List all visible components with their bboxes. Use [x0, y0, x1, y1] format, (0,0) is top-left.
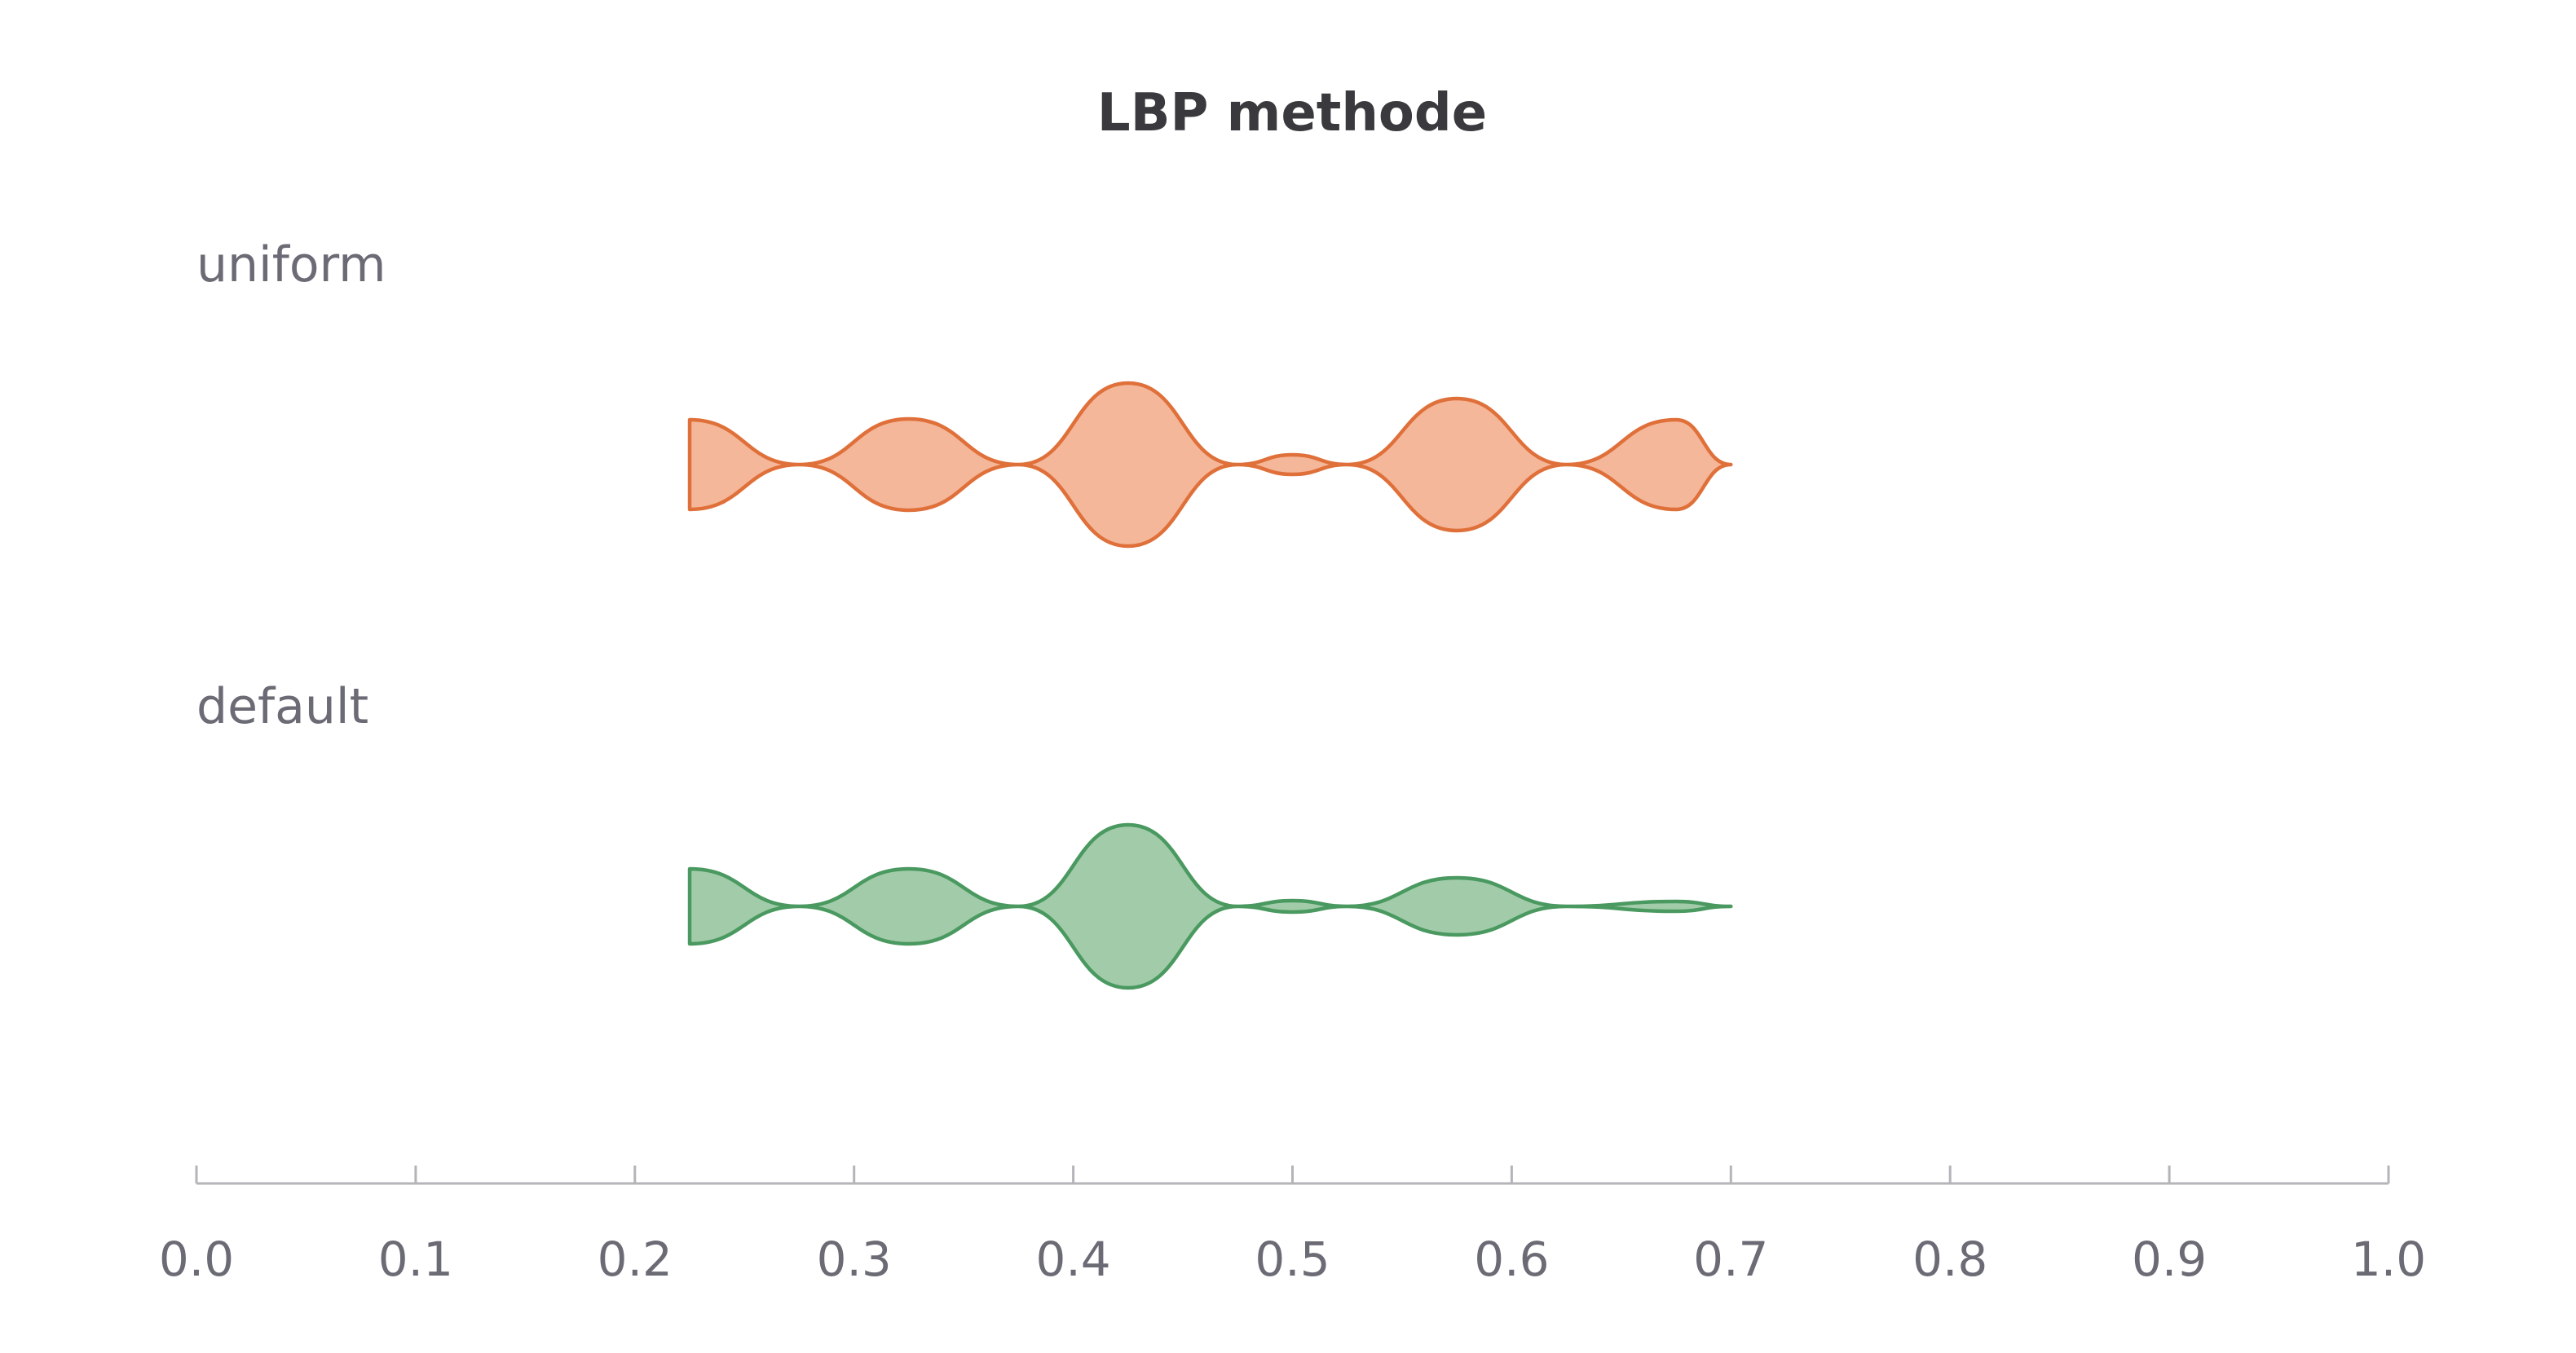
x-tick-label: 0.2 [598, 1232, 673, 1287]
violin-default [687, 822, 1733, 990]
category-label-uniform: uniform [196, 236, 386, 293]
x-tick-label: 0.1 [378, 1232, 453, 1287]
x-tick-label: 0.5 [1255, 1232, 1330, 1287]
category-label-default: default [196, 678, 368, 735]
x-tick-label: 0.8 [1912, 1232, 1987, 1287]
x-tick-label: 0.3 [817, 1232, 892, 1287]
chart-title: LBP methode [1097, 83, 1487, 143]
x-tick-label: 0.9 [2132, 1232, 2207, 1287]
x-tick-label: 1.0 [2351, 1232, 2426, 1287]
violin-uniform [687, 381, 1733, 549]
category-labels: uniform default [196, 236, 386, 735]
x-tick-label: 0.4 [1035, 1232, 1110, 1287]
x-tick-label: 0.7 [1693, 1232, 1768, 1287]
x-tick-label: 0.6 [1474, 1232, 1549, 1287]
x-axis-ticks: 0.0 0.1 0.2 0.3 0.4 0.5 0.6 0.7 0.8 0.9 1.0 [159, 1166, 2426, 1287]
violins-group [687, 381, 1733, 990]
x-tick-label: 0.0 [159, 1232, 234, 1287]
x-axis: 0.0 0.1 0.2 0.3 0.4 0.5 0.6 0.7 0.8 0.9 1.0 [159, 1166, 2426, 1287]
